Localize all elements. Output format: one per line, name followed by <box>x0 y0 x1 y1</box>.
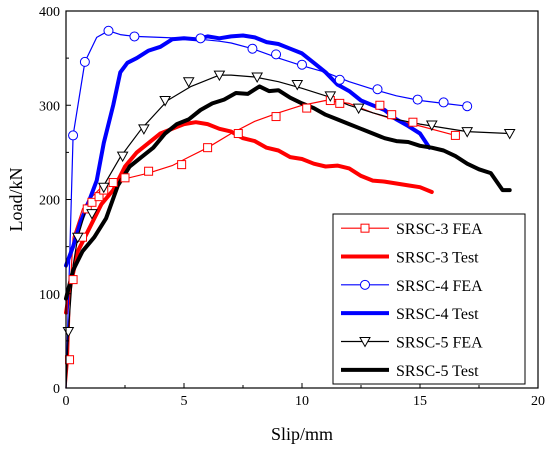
legend-label-srsc-4-fea: SRSC-4 FEA <box>396 278 483 295</box>
data-point-srsc-3-fea <box>65 355 75 365</box>
data-point-srsc-5-fea <box>461 127 474 138</box>
series-line-srsc-4-fea <box>65 30 468 389</box>
data-point-srsc-5-fea <box>97 182 110 194</box>
data-point-srsc-4-fea <box>412 94 423 105</box>
data-point-srsc-3-fea <box>68 275 78 285</box>
data-point-srsc-4-fea <box>438 97 449 108</box>
y-axis-title: Load/kN <box>6 168 26 232</box>
data-point-srsc-5-fea <box>71 232 84 244</box>
data-point-srsc-4-fea <box>271 49 282 60</box>
data-point-srsc-3-fea <box>335 98 345 108</box>
legend-marker-srsc-4-fea <box>360 279 370 290</box>
series-line-srsc-3-fea <box>65 99 456 389</box>
data-point-srsc-4-fea <box>372 84 383 95</box>
data-point-srsc-5-fea <box>251 72 264 84</box>
data-point-srsc-5-fea <box>86 209 98 220</box>
legend-label-srsc-3-test: SRSC-3 Test <box>396 250 479 267</box>
data-point-srsc-5-fea <box>182 77 195 88</box>
legend: SRSC-3 FEA SRSC-3 Test SRSC-4 FEA SRSC-4 Te… <box>332 213 526 385</box>
data-point-srsc-3-fea <box>87 197 97 207</box>
data-point-srsc-4-fea <box>129 31 140 42</box>
data-point-srsc-3-fea <box>108 178 118 188</box>
data-point-srsc-4-fea <box>79 56 90 67</box>
data-point-srsc-3-fea <box>177 160 187 170</box>
data-point-srsc-5-fea <box>62 326 75 338</box>
series-line-srsc-5-fea <box>65 74 511 389</box>
data-point-srsc-5-fea <box>352 103 365 115</box>
data-point-srsc-5-fea <box>159 96 171 107</box>
y-tick-label: 0 <box>53 382 60 397</box>
x-tick-label: 10 <box>295 394 309 409</box>
data-point-srsc-3-fea <box>271 112 281 122</box>
data-point-srsc-4-fea <box>68 130 79 141</box>
data-point-srsc-3-fea <box>408 117 418 127</box>
data-point-srsc-3-fea <box>302 103 312 113</box>
legend-marker-srsc-3-fea <box>360 223 370 233</box>
x-tick-label: 0 <box>63 394 70 409</box>
x-axis-title: Slip/mm <box>271 424 333 444</box>
data-point-srsc-4-fea <box>462 101 473 112</box>
data-point-srsc-5-fea <box>503 129 516 140</box>
data-point-srsc-4-fea <box>195 33 206 44</box>
y-tick-label: 400 <box>39 5 60 20</box>
data-point-srsc-5-fea <box>291 80 304 91</box>
series-line-srsc-5-test <box>64 84 512 301</box>
data-point-srsc-3-fea <box>120 173 130 183</box>
data-point-srsc-5-fea <box>425 120 438 132</box>
data-point-srsc-5-fea <box>116 151 129 163</box>
data-point-srsc-3-fea <box>375 100 385 110</box>
legend-label-srsc-5-test: SRSC-5 Test <box>396 363 479 380</box>
x-tick-label: 5 <box>181 394 188 409</box>
data-point-srsc-4-fea <box>103 25 114 36</box>
legend-box <box>332 213 526 385</box>
data-point-srsc-3-fea <box>94 192 104 202</box>
data-point-srsc-3-fea <box>233 129 243 139</box>
data-point-srsc-5-fea <box>138 124 150 135</box>
data-point-srsc-3-fea <box>387 110 397 120</box>
data-point-srsc-3-fea <box>144 166 154 176</box>
data-point-srsc-3-fea <box>203 143 213 153</box>
legend-label-srsc-4-test: SRSC-4 Test <box>396 306 479 323</box>
legend-label-srsc-5-fea: SRSC-5 FEA <box>396 335 483 352</box>
legend-marker-srsc-5-fea <box>359 337 371 348</box>
data-point-srsc-5-fea <box>324 91 337 102</box>
x-tick-label: 15 <box>413 394 427 409</box>
data-point-srsc-3-fea <box>82 204 92 214</box>
data-point-srsc-4-fea <box>247 43 258 54</box>
x-tick-label: 20 <box>531 394 545 409</box>
data-point-srsc-5-fea <box>213 70 226 82</box>
legend-label-srsc-3-fea: SRSC-3 FEA <box>396 221 483 238</box>
y-tick-label: 200 <box>39 194 60 209</box>
y-tick-label: 100 <box>39 288 60 303</box>
series-markers-layer <box>62 25 516 365</box>
data-point-srsc-3-fea <box>450 130 460 140</box>
y-tick-label: 300 <box>39 99 60 114</box>
data-point-srsc-4-fea <box>297 59 307 70</box>
series-line-srsc-4-test <box>64 33 432 268</box>
data-point-srsc-4-fea <box>334 74 345 85</box>
